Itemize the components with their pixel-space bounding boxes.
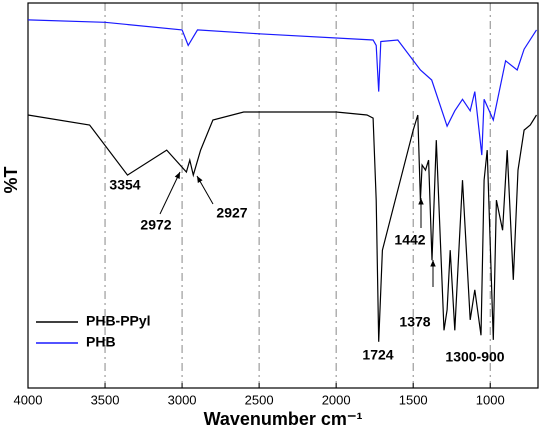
series-line [27, 111, 538, 342]
x-tick-label: 2000 [322, 392, 351, 407]
arrow-head [174, 172, 180, 179]
x-tick-label: 1000 [476, 392, 505, 407]
series-line [27, 19, 538, 156]
annotation: 1442 [394, 232, 425, 248]
annotation: 2927 [216, 205, 247, 221]
x-tick-label: 4000 [14, 392, 43, 407]
arrow-head [418, 198, 424, 205]
x-tick-label: 2500 [245, 392, 274, 407]
annotation: 1724 [362, 347, 393, 363]
annotation: 1378 [399, 314, 430, 330]
arrow-head [430, 260, 436, 267]
x-tick-label: 3000 [168, 392, 197, 407]
plot-frame [27, 2, 539, 389]
annotation: 3354 [109, 177, 140, 193]
x-tick-label: 1500 [399, 392, 428, 407]
legend-label: PHB-PPyl [86, 313, 151, 329]
x-tick-label: 3500 [91, 392, 120, 407]
arrow-head [197, 176, 203, 183]
annotation: 1300-900 [445, 349, 504, 365]
annotation-arrow [159, 171, 181, 215]
y-axis-label: %T [1, 166, 21, 193]
annotation: 2972 [140, 217, 171, 233]
legend-label: PHB [86, 334, 116, 350]
x-axis-label: Wavenumber cm⁻¹ [204, 409, 363, 429]
